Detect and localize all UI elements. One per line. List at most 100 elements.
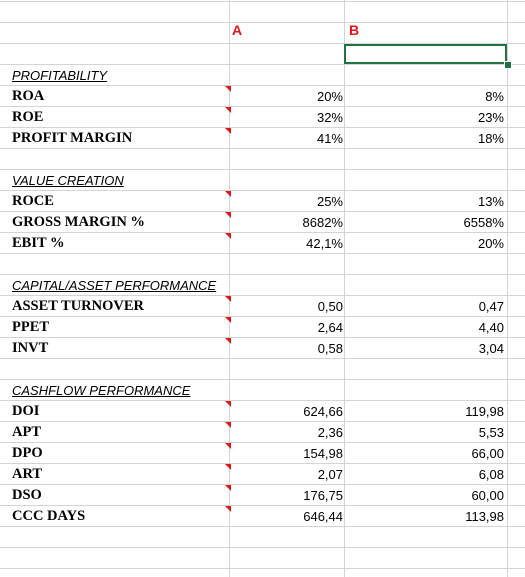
cell-value-b[interactable]: 5,53 — [478, 425, 504, 440]
gridline-horizontal — [0, 211, 525, 212]
gridline-vertical — [507, 0, 508, 577]
cell-value-b[interactable]: 23% — [477, 110, 504, 125]
metric-label[interactable]: INVT — [12, 340, 49, 356]
table-row: ART 2,07 6,08 — [0, 464, 525, 485]
gridline-horizontal — [0, 274, 525, 275]
cell-value-a[interactable]: 20% — [316, 89, 343, 104]
cell-value-b[interactable]: 6,08 — [478, 467, 504, 482]
gridline-horizontal — [0, 526, 525, 527]
cell-value-a[interactable]: 0,58 — [317, 341, 343, 356]
active-cell-b2[interactable] — [344, 44, 507, 64]
cell-value-b[interactable]: 6558% — [463, 215, 504, 230]
gridline-horizontal — [0, 253, 525, 254]
cell-value-a[interactable]: 2,07 — [317, 467, 343, 482]
gridline-horizontal — [0, 85, 525, 86]
cell-value-b[interactable]: 119,98 — [465, 404, 504, 419]
gridline-horizontal — [0, 547, 525, 548]
cell-value-b[interactable]: 3,04 — [478, 341, 504, 356]
section-heading[interactable]: PROFITABILITY — [12, 68, 108, 83]
comment-indicator-icon[interactable] — [225, 422, 231, 428]
comment-indicator-icon[interactable] — [225, 443, 231, 449]
comment-indicator-icon[interactable] — [225, 128, 231, 134]
gridline-horizontal — [0, 337, 525, 338]
section-heading[interactable]: CAPITAL/ASSET PERFORMANCE — [12, 278, 217, 293]
gridline-horizontal — [0, 43, 525, 44]
metric-label[interactable]: DSO — [12, 487, 42, 503]
metric-label[interactable]: ART — [12, 466, 43, 482]
column-header-a[interactable]: A — [232, 22, 243, 38]
table-row — [0, 359, 525, 380]
cell-value-b[interactable]: 18% — [477, 131, 504, 146]
cell-value-a[interactable]: 41% — [316, 131, 343, 146]
table-row: ROE 32% 23% — [0, 107, 525, 128]
gridline-horizontal — [0, 106, 525, 107]
cell-value-a[interactable]: 154,98 — [303, 446, 343, 461]
comment-indicator-icon[interactable] — [225, 506, 231, 512]
cell-value-b[interactable]: 113,98 — [465, 509, 504, 524]
cell-value-a[interactable]: 32% — [316, 110, 343, 125]
table-row — [0, 23, 525, 44]
comment-indicator-icon[interactable] — [225, 338, 231, 344]
metric-label[interactable]: ASSET TURNOVER — [12, 298, 145, 314]
comment-indicator-icon[interactable] — [225, 485, 231, 491]
comment-indicator-icon[interactable] — [225, 107, 231, 113]
metric-label[interactable]: DPO — [12, 445, 43, 461]
gridline-horizontal — [0, 22, 525, 23]
comment-indicator-icon[interactable] — [225, 191, 231, 197]
metric-label[interactable]: ROA — [12, 88, 45, 104]
metric-label[interactable]: APT — [12, 424, 41, 440]
table-row: PPET 2,64 4,40 — [0, 317, 525, 338]
cell-value-a[interactable]: 646,44 — [303, 509, 343, 524]
table-row: EBIT % 42,1% 20% — [0, 233, 525, 254]
cell-value-b[interactable]: 0,47 — [478, 299, 504, 314]
cell-value-b[interactable]: 20% — [477, 236, 504, 251]
metric-label[interactable]: GROSS MARGIN % — [12, 214, 145, 230]
table-row: CASHFLOW PERFORMANCE — [0, 380, 525, 401]
comment-indicator-icon[interactable] — [225, 464, 231, 470]
section-heading[interactable]: CASHFLOW PERFORMANCE — [12, 383, 191, 398]
cell-value-b[interactable]: 66,00 — [471, 446, 504, 461]
gridline-horizontal — [0, 421, 525, 422]
comment-indicator-icon[interactable] — [225, 233, 231, 239]
gridline-horizontal — [0, 505, 525, 506]
table-row: DSO 176,75 60,00 — [0, 485, 525, 506]
table-row — [0, 149, 525, 170]
cell-value-a[interactable]: 624,66 — [303, 404, 343, 419]
table-row: CCC DAYS 646,44 113,98 — [0, 506, 525, 527]
gridline-horizontal — [0, 400, 525, 401]
metric-label[interactable]: DOI — [12, 403, 40, 419]
cell-value-a[interactable]: 0,50 — [317, 299, 343, 314]
metric-label[interactable]: CCC DAYS — [12, 508, 86, 524]
cell-value-a[interactable]: 2,36 — [317, 425, 343, 440]
table-row: DPO 154,98 66,00 — [0, 443, 525, 464]
comment-indicator-icon[interactable] — [225, 296, 231, 302]
comment-indicator-icon[interactable] — [225, 401, 231, 407]
cell-value-a[interactable]: 42,1% — [306, 236, 343, 251]
metric-label[interactable]: PPET — [12, 319, 50, 335]
metric-label[interactable]: ROCE — [12, 193, 54, 209]
gridline-horizontal — [0, 463, 525, 464]
cell-value-b[interactable]: 60,00 — [471, 488, 504, 503]
cell-value-b[interactable]: 4,40 — [478, 320, 504, 335]
comment-indicator-icon[interactable] — [225, 212, 231, 218]
cell-value-a[interactable]: 176,75 — [303, 488, 343, 503]
fill-handle[interactable] — [504, 61, 512, 69]
gridline-horizontal — [0, 148, 525, 149]
gridline-horizontal — [0, 190, 525, 191]
metric-label[interactable]: PROFIT MARGIN — [12, 130, 133, 146]
comment-indicator-icon[interactable] — [225, 86, 231, 92]
table-row: CAPITAL/ASSET PERFORMANCE — [0, 275, 525, 296]
comment-indicator-icon[interactable] — [225, 317, 231, 323]
metric-label[interactable]: EBIT % — [12, 235, 65, 251]
cell-value-a[interactable]: 2,64 — [317, 320, 343, 335]
gridline-horizontal — [0, 316, 525, 317]
gridline-vertical — [229, 0, 230, 577]
cell-value-a[interactable]: 25% — [316, 194, 343, 209]
column-header-b[interactable]: B — [349, 22, 360, 38]
cell-value-b[interactable]: 8% — [485, 89, 504, 104]
cell-value-b[interactable]: 13% — [477, 194, 504, 209]
section-heading[interactable]: VALUE CREATION — [12, 173, 124, 188]
metric-label[interactable]: ROE — [12, 109, 44, 125]
cell-value-a[interactable]: 8682% — [302, 215, 343, 230]
